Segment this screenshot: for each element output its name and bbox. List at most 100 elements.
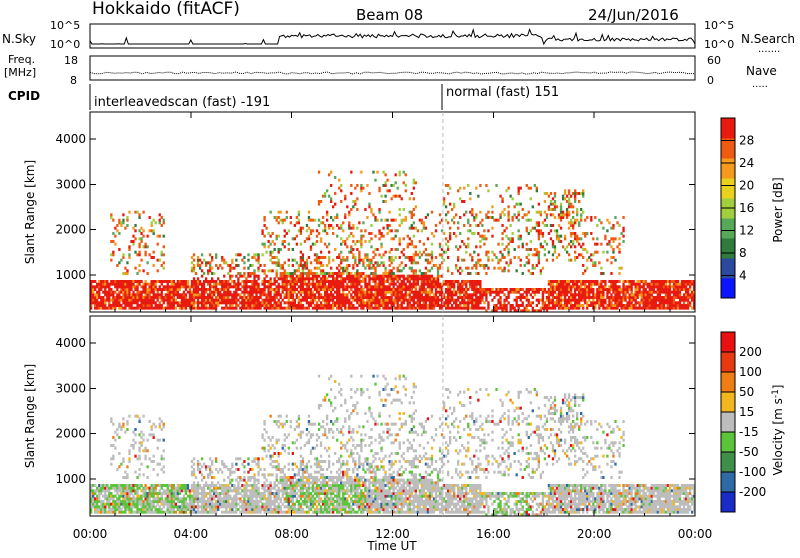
heatmap-cell xyxy=(397,275,399,278)
heatmap-cell xyxy=(348,275,350,278)
heatmap-cell xyxy=(199,301,201,304)
heatmap-cell xyxy=(257,275,259,278)
heatmap-cell xyxy=(608,221,610,224)
heatmap-cell xyxy=(102,283,104,286)
heatmap-cell xyxy=(415,269,417,272)
heatmap-cell xyxy=(574,232,576,235)
heatmap-cell xyxy=(378,232,380,235)
heatmap-cell xyxy=(118,296,120,299)
heatmap-cell xyxy=(138,253,140,256)
heatmap-cell xyxy=(171,293,173,296)
heatmap-cell xyxy=(185,293,187,296)
heatmap-cell xyxy=(574,251,576,254)
heatmap-cell xyxy=(413,256,415,259)
heatmap-cell xyxy=(610,307,612,310)
heatmap-cell xyxy=(401,280,403,283)
heatmap-cell xyxy=(691,280,693,283)
heatmap-cell xyxy=(316,296,318,299)
heatmap-cell xyxy=(618,299,620,302)
heatmap-cell xyxy=(516,288,518,291)
heatmap-cell xyxy=(340,251,342,254)
heatmap-cell xyxy=(173,497,175,500)
heatmap-cell xyxy=(461,291,463,294)
heatmap-cell xyxy=(598,293,600,296)
heatmap-cell xyxy=(390,280,392,283)
heatmap-cell xyxy=(421,307,423,310)
heatmap-cell xyxy=(475,307,477,310)
heatmap-cell xyxy=(665,296,667,299)
heatmap-cell xyxy=(419,307,421,310)
heatmap-cell xyxy=(136,253,138,256)
heatmap-cell xyxy=(528,304,530,307)
nsearch-dots: ....... xyxy=(758,44,780,55)
heatmap-cell xyxy=(148,487,150,490)
heatmap-cell xyxy=(269,259,271,262)
heatmap-cell xyxy=(106,299,108,302)
heatmap-cell xyxy=(612,256,614,259)
heatmap-cell xyxy=(370,296,372,299)
heatmap-cell xyxy=(451,291,453,294)
heatmap-cell xyxy=(499,259,501,262)
heatmap-cell xyxy=(138,293,140,296)
station-title: Hokkaido (fitACF) xyxy=(92,0,240,19)
heatmap-cell xyxy=(659,288,661,291)
heatmap-cell xyxy=(382,293,384,296)
heatmap-cell xyxy=(282,277,284,280)
heatmap-cell xyxy=(524,296,526,299)
heatmap-cell xyxy=(536,299,538,302)
heatmap-cell xyxy=(193,489,195,492)
heatmap-cell xyxy=(151,224,153,227)
heatmap-cell xyxy=(229,293,231,296)
heatmap-cell xyxy=(590,288,592,291)
heatmap-cell xyxy=(554,205,556,208)
heatmap-cell xyxy=(122,296,124,299)
heatmap-cell xyxy=(185,497,187,500)
heatmap-cell xyxy=(384,301,386,304)
heatmap-cell xyxy=(201,301,203,304)
heatmap-cell xyxy=(411,213,413,216)
heatmap-cell xyxy=(560,235,562,238)
heatmap-cell xyxy=(298,213,300,216)
heatmap-cell xyxy=(556,285,558,288)
heatmap-cell xyxy=(237,299,239,302)
heatmap-cell xyxy=(632,299,634,302)
heatmap-cell xyxy=(437,272,439,275)
heatmap-cell xyxy=(130,288,132,291)
heatmap-cell xyxy=(191,473,193,476)
heatmap-cell xyxy=(163,484,165,487)
heatmap-cell xyxy=(630,307,632,310)
heatmap-cell xyxy=(574,197,576,200)
heatmap-cell xyxy=(110,213,112,216)
heatmap-cell xyxy=(96,495,98,498)
heatmap-cell xyxy=(330,197,332,200)
heatmap-cell xyxy=(342,296,344,299)
heatmap-cell xyxy=(312,280,314,283)
heatmap-cell xyxy=(338,288,340,291)
heatmap-cell xyxy=(272,269,274,272)
heatmap-cell xyxy=(165,497,167,500)
heatmap-cell xyxy=(249,293,251,296)
heatmap-cell xyxy=(477,280,479,283)
heatmap-cell xyxy=(100,299,102,302)
heatmap-cell xyxy=(298,277,300,280)
heatmap-cell xyxy=(358,299,360,302)
heatmap-cell xyxy=(612,280,614,283)
heatmap-cell xyxy=(487,229,489,232)
heatmap-cell xyxy=(516,304,518,307)
heatmap-cell xyxy=(112,436,114,439)
heatmap-cell xyxy=(413,293,415,296)
heatmap-cell xyxy=(221,299,223,302)
heatmap-cell xyxy=(348,227,350,230)
heatmap-cell xyxy=(358,240,360,243)
heatmap-cell xyxy=(310,248,312,251)
heatmap-cell xyxy=(116,304,118,307)
heatmap-cell xyxy=(132,235,134,238)
heatmap-cell xyxy=(346,293,348,296)
heatmap-cell xyxy=(493,267,495,270)
heatmap-cell xyxy=(157,439,159,442)
heatmap-cell xyxy=(284,235,286,238)
heatmap-cell xyxy=(269,293,271,296)
heatmap-cell xyxy=(588,299,590,302)
heatmap-cell xyxy=(171,495,173,498)
heatmap-cell xyxy=(209,299,211,302)
